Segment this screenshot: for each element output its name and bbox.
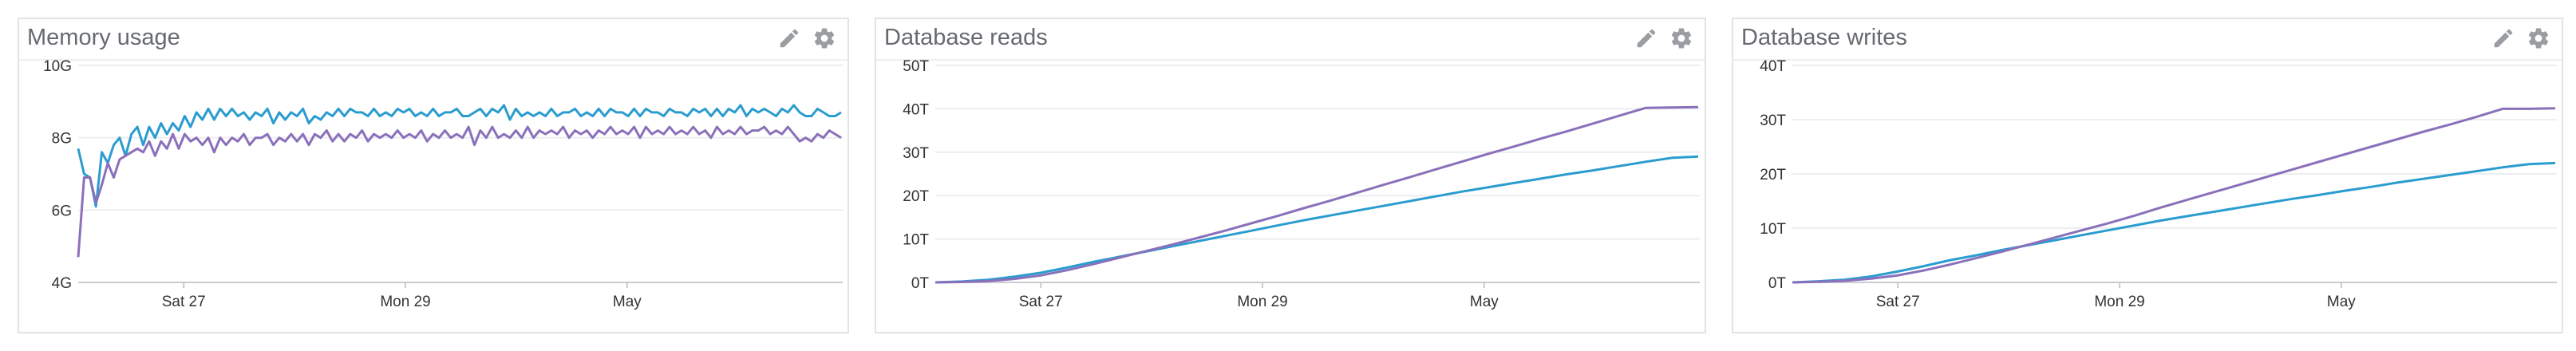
pencil-icon[interactable] [777,26,801,50]
y-tick-label: 30T [1760,112,1786,129]
x-tick-label: May [1470,294,1499,310]
x-tick-label: Mon 29 [380,294,430,310]
x-tick-label: Mon 29 [2094,294,2144,310]
y-tick-label: 10T [903,232,929,249]
memory-usage-panel: Memory usage 4G 6G 8G 10G Sat 27 Mon 29 May [18,18,849,333]
database-reads-panel: Database reads 0T 10T 20T 30T 40T 50T Sat 27 Mo… [875,18,1706,333]
y-tick-label: 0T [911,275,930,292]
pencil-icon[interactable] [1634,26,1658,50]
x-tick-label: Sat 27 [1019,294,1063,310]
panel-header: Memory usage [19,19,847,61]
y-tick-label: 30T [903,145,929,162]
x-tick-label: May [613,294,642,310]
gear-icon[interactable] [2527,26,2550,50]
x-tick-label: Sat 27 [162,294,206,310]
x-tick-label: Sat 27 [1876,294,1920,310]
database-reads-chart: 0T 10T 20T 30T 40T 50T Sat 27 Mon 29 May [903,58,1700,310]
panel-title: Database reads [884,25,1048,50]
y-tick-label: 20T [903,188,929,205]
y-tick-label: 40T [1760,58,1786,75]
series-line-1 [934,105,1699,284]
panel-title: Memory usage [27,25,180,50]
series-line-1 [1792,107,2556,284]
y-tick-label: 10G [43,58,72,75]
series-line-0 [77,104,842,208]
y-tick-label: 10T [1760,221,1786,238]
panel-header: Database writes [1733,19,2562,61]
y-tick-label: 8G [52,131,72,148]
series-line-0 [1792,161,2556,284]
series-line-1 [77,125,842,258]
x-tick-label: May [2327,294,2356,310]
y-tick-label: 6G [52,203,72,219]
y-tick-label: 4G [52,275,72,292]
x-tick-label: Mon 29 [1237,294,1287,310]
gear-icon[interactable] [1669,26,1693,50]
memory-usage-chart: 4G 6G 8G 10G Sat 27 Mon 29 May [43,58,843,310]
series-line-0 [934,155,1699,284]
y-tick-label: 20T [1760,167,1786,183]
y-tick-label: 0T [1768,275,1787,292]
database-writes-panel: Database writes 0T 10T 20T 30T 40T Sat 27 Mon … [1732,18,2563,333]
pencil-icon[interactable] [2491,26,2515,50]
panel-header: Database reads [876,19,1705,61]
y-tick-label: 50T [903,58,929,75]
database-writes-chart: 0T 10T 20T 30T 40T Sat 27 Mon 29 May [1760,58,2557,310]
gear-icon[interactable] [812,26,836,50]
panel-title: Database writes [1741,25,1907,50]
y-tick-label: 40T [903,101,929,118]
